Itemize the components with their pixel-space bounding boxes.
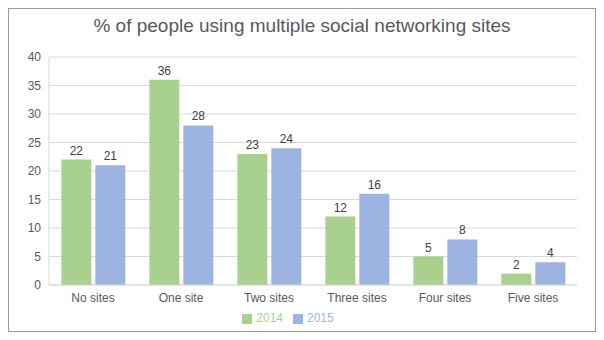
svg-text:0: 0 — [34, 278, 41, 292]
svg-text:5: 5 — [425, 241, 432, 255]
svg-text:Two sites: Two sites — [244, 291, 294, 305]
svg-text:One site: One site — [159, 291, 204, 305]
svg-text:36: 36 — [158, 64, 172, 78]
html-text:2014: 2014 — [256, 311, 283, 325]
svg-text:15: 15 — [28, 193, 42, 207]
svg-text:10: 10 — [28, 221, 42, 235]
svg-text:40: 40 — [28, 50, 42, 64]
html-text:2015: 2015 — [307, 311, 334, 325]
svg-text:20: 20 — [28, 164, 42, 178]
svg-text:12: 12 — [334, 201, 348, 215]
svg-text:24: 24 — [280, 132, 294, 146]
svg-text:22: 22 — [70, 144, 84, 158]
svg-text:Four sites: Four sites — [419, 291, 472, 305]
svg-text:8: 8 — [459, 223, 466, 237]
html-text:% of people using multiple soc: % of people using multiple social networ… — [93, 15, 511, 36]
svg-text:16: 16 — [368, 178, 382, 192]
svg-text:28: 28 — [192, 109, 206, 123]
svg-text:5: 5 — [34, 250, 41, 264]
svg-text:35: 35 — [28, 79, 42, 93]
svg-text:4: 4 — [547, 246, 554, 260]
svg-text:No sites: No sites — [71, 291, 114, 305]
svg-text:Five sites: Five sites — [508, 291, 559, 305]
svg-text:23: 23 — [246, 138, 260, 152]
svg-text:30: 30 — [28, 107, 42, 121]
svg-text:25: 25 — [28, 136, 42, 150]
svg-text:2: 2 — [513, 258, 520, 272]
svg-text:Three sites: Three sites — [327, 291, 386, 305]
svg-text:21: 21 — [104, 149, 118, 163]
